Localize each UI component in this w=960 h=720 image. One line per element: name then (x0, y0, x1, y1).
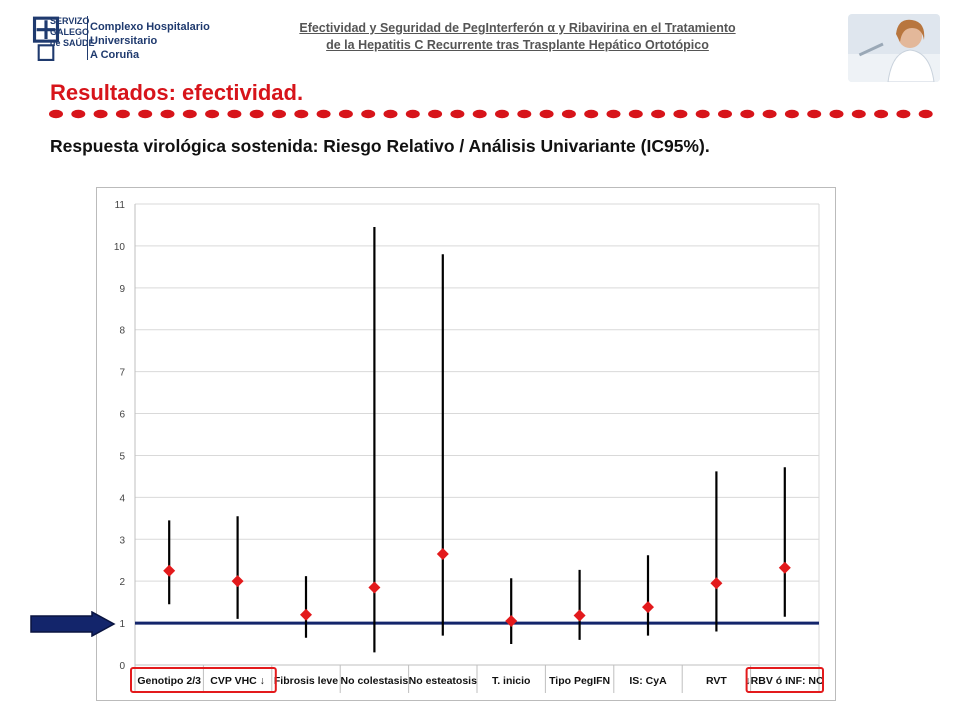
divider-dot (383, 109, 398, 119)
sergas-logo-icon (32, 16, 60, 61)
divider-dot (896, 109, 911, 119)
y-tick-label: 7 (119, 368, 125, 379)
divider-dot (227, 109, 242, 119)
y-tick-label: 3 (119, 535, 125, 546)
estimate-marker (710, 577, 723, 590)
divider-dot (651, 109, 666, 119)
divider-dot (49, 109, 63, 119)
category-label: CVP VHC ↓ (210, 675, 265, 687)
divider-dot (851, 109, 866, 119)
y-tick-label: 11 (115, 200, 126, 211)
divider-dot (673, 109, 688, 119)
estimate-marker (163, 564, 176, 577)
divider-dot (428, 109, 443, 119)
divider-dot (405, 109, 420, 119)
divider-dot (160, 109, 175, 119)
category-label: No esteatosis (409, 675, 477, 687)
divider-dot (138, 109, 153, 119)
logo-separator (87, 16, 88, 60)
doctor-photo (848, 14, 940, 82)
logo-line-2: GALEGO (50, 27, 90, 37)
category-label: IS: CyA (629, 675, 667, 687)
y-tick-label: 4 (119, 493, 125, 504)
divider-dot (294, 109, 309, 119)
divider-dot (807, 109, 822, 119)
y-tick-label: 1 (119, 619, 125, 630)
slide-subtitle: Respuesta virológica sostenida: Riesgo R… (50, 136, 710, 156)
header-line-2: de la Hepatitis C Recurrente tras Traspl… (326, 38, 709, 52)
divider-dot (316, 109, 331, 119)
divider-dot (874, 109, 889, 119)
category-label: Tipo PegIFN (549, 675, 610, 687)
category-label: ↓RBV ó INF: NO (745, 675, 824, 687)
divider-dot (361, 109, 376, 119)
label-highlight-box (130, 667, 277, 693)
logo-line-3: de SAÚDE (50, 38, 95, 48)
category-label: Genotipo 2/3 (137, 675, 201, 687)
divider-dot (606, 109, 621, 119)
y-tick-label: 6 (119, 410, 125, 421)
divider-dot (205, 109, 220, 119)
hospital-logo: SERVIZO GALEGO de SAÚDE Complexo Hospita… (22, 14, 222, 64)
slide-title: Resultados: efectividad. (50, 80, 304, 105)
y-tick-label: 2 (119, 577, 125, 588)
presentation-header: Efectividad y Seguridad de PegInterferón… (230, 20, 805, 54)
y-tick-label: 0 (119, 661, 125, 672)
logo-line-1: SERVIZO (50, 16, 90, 26)
divider-dot (762, 109, 777, 119)
y-tick-label: 9 (119, 284, 125, 295)
divider-dot (829, 109, 844, 119)
divider-dot (249, 109, 264, 119)
divider-dot (450, 109, 465, 119)
logo-right-line-2: A Coruña (90, 49, 140, 61)
logo-right-text: Complexo Hospitalario Universitario A Co… (90, 20, 222, 62)
y-tick-label: 5 (119, 451, 125, 462)
divider-dot (517, 109, 532, 119)
logo-left-text: SERVIZO GALEGO de SAÚDE (50, 16, 95, 49)
divider-dot (182, 109, 197, 119)
estimate-marker (436, 547, 449, 560)
category-label: Fibrosis leve (274, 675, 338, 687)
category-label: No colestasis (341, 675, 409, 687)
divider-dot (784, 109, 799, 119)
divider-dot (71, 109, 86, 119)
divider-dot (338, 109, 353, 119)
y-tick-label: 8 (119, 326, 125, 337)
forest-chart: 0 1 2 3 4 5 6 7 8 9 10 11 Genotipo 2/3 CVP VHC ↓ Fibro… (114, 200, 824, 693)
estimate-marker (300, 608, 312, 621)
estimate-marker (573, 609, 586, 622)
category-label: T. inicio (492, 675, 531, 687)
divider-dot (495, 109, 509, 119)
divider-dot (584, 109, 599, 119)
divider-dot (472, 109, 487, 119)
divider-dot (115, 109, 130, 119)
estimate-marker (642, 601, 654, 614)
estimate-marker (368, 581, 381, 594)
divider-dot (695, 109, 710, 119)
divider-dot (718, 109, 732, 119)
divider-dot (561, 109, 576, 119)
divider-dot (93, 109, 108, 119)
reference-arrow-icon (30, 611, 116, 637)
category-label: RVT (706, 675, 727, 687)
label-highlight-box (745, 667, 824, 693)
y-tick-label: 10 (114, 242, 126, 253)
dotted-divider (49, 109, 933, 119)
divider-dot (272, 109, 286, 119)
header-line-1: Efectividad y Seguridad de PegInterferón… (299, 21, 736, 35)
divider-dot (628, 109, 643, 119)
estimate-marker (231, 575, 244, 588)
divider-dot (539, 109, 554, 119)
forest-chart-panel: 0 1 2 3 4 5 6 7 8 9 10 11 Genotipo 2/3 CVP VHC ↓ Fibro… (96, 187, 836, 701)
logo-right-line-1: Complexo Hospitalario Universitario (90, 21, 210, 47)
divider-dot (918, 109, 933, 119)
divider-dot (740, 109, 755, 119)
estimate-marker (505, 614, 518, 627)
estimate-marker (778, 561, 791, 574)
